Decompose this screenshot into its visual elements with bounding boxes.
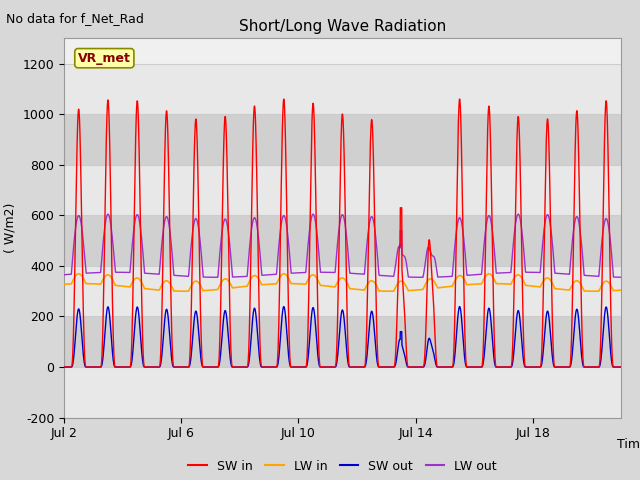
- Y-axis label: ( W/m2): ( W/m2): [4, 203, 17, 253]
- Bar: [64, 266, 621, 316]
- Bar: [64, 64, 621, 114]
- Text: No data for f_Net_Rad: No data for f_Net_Rad: [6, 12, 144, 25]
- X-axis label: Time: Time: [616, 438, 640, 452]
- Text: VR_met: VR_met: [78, 52, 131, 65]
- Title: Short/Long Wave Radiation: Short/Long Wave Radiation: [239, 20, 446, 35]
- Legend: SW in, LW in, SW out, LW out: SW in, LW in, SW out, LW out: [183, 455, 502, 478]
- Bar: [64, 316, 621, 367]
- Bar: [64, 216, 621, 266]
- Bar: [64, 114, 621, 165]
- Bar: [64, 367, 621, 418]
- Bar: [64, 165, 621, 216]
